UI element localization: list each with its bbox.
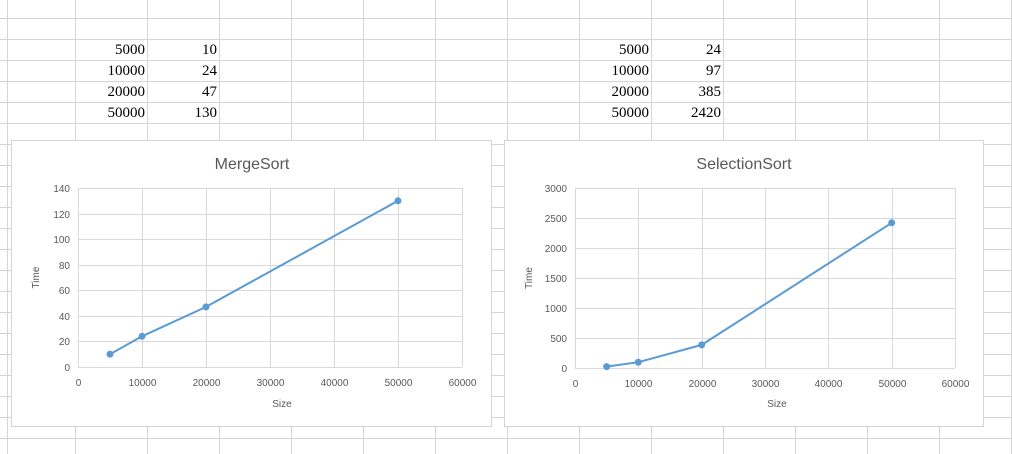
table-cell[interactable]: 50000 — [611, 105, 650, 121]
x-tick-label: 50000 — [385, 378, 413, 389]
table-cell[interactable]: 130 — [194, 105, 218, 121]
x-tick-label: 10000 — [625, 379, 653, 390]
table-cell[interactable]: 10000 — [611, 63, 650, 79]
y-tick-label: 20 — [59, 337, 71, 348]
y-tick-label: 1500 — [545, 274, 568, 285]
y-tick-label: 1000 — [545, 304, 568, 315]
table-cell[interactable]: 24 — [706, 42, 721, 58]
table-cell[interactable]: 20000 — [107, 84, 146, 100]
table-cell[interactable]: 97 — [706, 63, 721, 79]
table-cell[interactable]: 5000 — [619, 42, 649, 58]
data-point — [106, 350, 114, 358]
data-point — [394, 197, 402, 205]
y-tick-label: 500 — [550, 334, 567, 345]
y-tick-label: 60 — [59, 286, 71, 297]
y-tick-label: 3000 — [545, 184, 568, 195]
selectionsort-chart[interactable]: SelectionSort 0 500 1000 1500 2000 2500 3000 0 10… — [504, 140, 984, 427]
y-tick-label: 80 — [59, 261, 71, 272]
y-tick-label: 2000 — [545, 244, 568, 255]
x-tick-label: 30000 — [257, 378, 285, 389]
table-cell[interactable]: 50000 — [107, 105, 146, 121]
x-tick-label: 10000 — [129, 378, 157, 389]
mergesort-chart-svg: MergeSort 0 20 40 60 80 100 120 140 0 10000 20000 30… — [31, 156, 477, 410]
x-tick-label: 40000 — [815, 379, 843, 390]
x-tick-label: 0 — [573, 379, 579, 390]
y-axis-title: Time — [524, 267, 535, 289]
x-tick-label: 40000 — [321, 378, 349, 389]
data-point — [634, 358, 642, 366]
data-point — [698, 341, 706, 349]
series-line — [109, 199, 399, 356]
data-point — [202, 303, 210, 311]
y-axis-title: Time — [31, 266, 42, 288]
table-cell[interactable]: 10 — [202, 42, 217, 58]
x-axis-title: Size — [272, 399, 292, 410]
table-cell[interactable]: 2420 — [691, 105, 721, 121]
table-cell[interactable]: 385 — [698, 84, 722, 100]
x-tick-label: 30000 — [752, 379, 780, 390]
x-tick-label: 60000 — [942, 379, 970, 390]
x-tick-label: 50000 — [879, 379, 907, 390]
x-axis-title: Size — [767, 399, 787, 410]
y-tick-label: 100 — [53, 235, 70, 246]
table-cell[interactable]: 47 — [202, 84, 217, 100]
x-tick-label: 20000 — [689, 379, 717, 390]
chart-title: SelectionSort — [696, 156, 792, 173]
data-point — [603, 363, 611, 371]
series-line — [606, 221, 893, 368]
chart-title: MergeSort — [215, 156, 290, 173]
data-point — [888, 219, 896, 227]
table-cell[interactable]: 24 — [202, 63, 217, 79]
y-tick-label: 40 — [59, 312, 71, 323]
y-tick-label: 120 — [53, 210, 70, 221]
mergesort-chart[interactable]: MergeSort 0 20 40 60 80 100 120 140 0 10000 20000 30… — [11, 140, 492, 427]
table-cell[interactable]: 5000 — [115, 42, 145, 58]
data-point — [138, 332, 146, 340]
y-tick-label: 2500 — [545, 214, 568, 225]
x-tick-label: 0 — [76, 378, 82, 389]
x-tick-label: 20000 — [193, 378, 221, 389]
x-tick-label: 60000 — [449, 378, 477, 389]
table-cell[interactable]: 10000 — [107, 63, 146, 79]
y-tick-label: 0 — [64, 363, 70, 374]
table-cell[interactable]: 20000 — [611, 84, 650, 100]
y-tick-label: 0 — [561, 364, 567, 375]
y-tick-label: 140 — [53, 184, 70, 195]
